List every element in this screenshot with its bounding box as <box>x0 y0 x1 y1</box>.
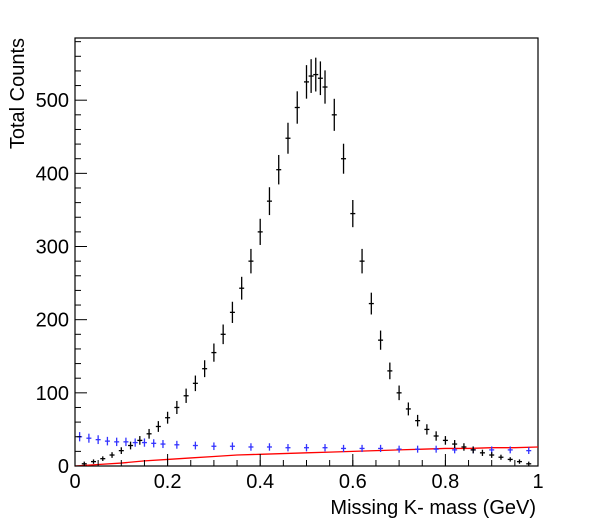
plot-frame <box>74 37 539 467</box>
y-axis-title: Total Counts <box>7 38 29 149</box>
y-tick-label: 500 <box>36 90 69 112</box>
x-tick-label: 0.4 <box>246 471 274 493</box>
x-tick-label: 1 <box>532 471 543 493</box>
x-axis-title: Missing K- mass (GeV) <box>330 497 536 519</box>
x-tick-label: 0.6 <box>339 471 367 493</box>
x-tick-label: 0.2 <box>154 471 182 493</box>
y-tick-label: 0 <box>58 456 69 478</box>
y-tick-label: 200 <box>36 310 69 332</box>
series-black-layer <box>81 57 532 466</box>
series-red-layer <box>74 446 539 467</box>
series-blue-layer <box>77 432 532 454</box>
series-line <box>74 446 539 467</box>
y-tick-label: 300 <box>36 237 69 259</box>
y-tick-label: 400 <box>36 163 69 185</box>
y-tick-label: 100 <box>36 383 69 405</box>
x-tick-label: 0.8 <box>431 471 459 493</box>
axes-layer: 0 0.2 0.4 0.6 0.8 1 0 100 200 300 400 500 <box>36 41 544 493</box>
x-tick-label: 0 <box>69 471 80 493</box>
